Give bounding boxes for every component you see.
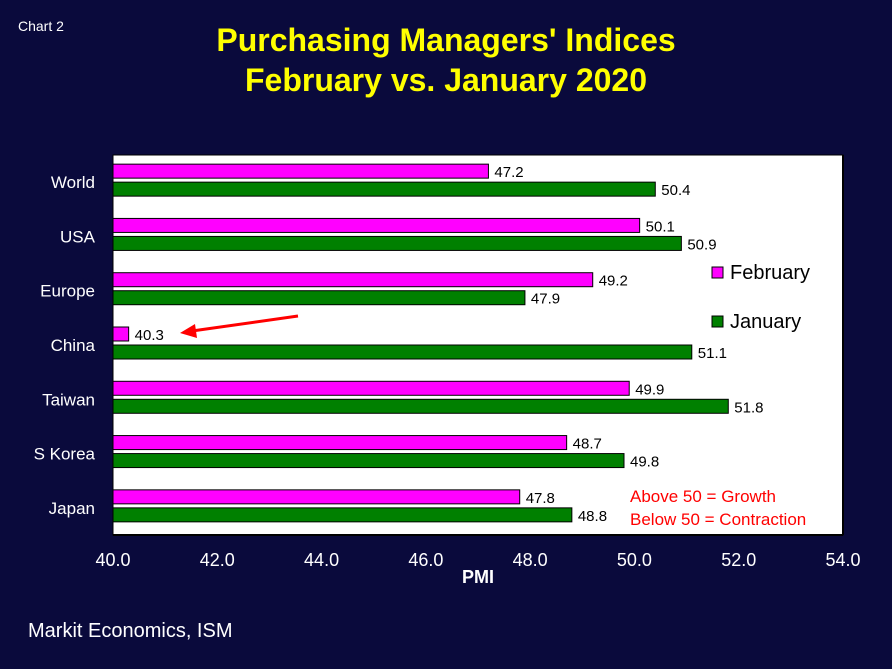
bar-february-usa (112, 217, 641, 233)
chart-number-label: Chart 2 (18, 18, 64, 34)
bar-february-taiwan (112, 380, 630, 396)
bar-january-europe (112, 290, 526, 306)
data-labels-group: 47.2 50.4 50.1 50.9 49.2 47.9 40.3 51.1 49.9 51.8… (135, 164, 764, 525)
category-label-europe: Europe (40, 282, 95, 301)
x-tick-label: 50.0 (617, 550, 652, 570)
annotation-growth: Above 50 = Growth (630, 487, 776, 506)
x-tick-labels-group: 40.0 42.0 44.0 46.0 48.0 50.0 52.0 54.0 (95, 550, 860, 570)
annotation-contraction: Below 50 = Contraction (630, 510, 806, 529)
legend-label-january: January (730, 311, 801, 333)
title-line-1: Purchasing Managers' Indices (216, 22, 676, 58)
source-note: Markit Economics, ISM (28, 620, 233, 642)
arrow-shaft (191, 314, 299, 333)
x-tick-label: 46.0 (408, 550, 443, 570)
x-tick-label: 44.0 (304, 550, 339, 570)
data-label-january-japan: 48.8 (578, 508, 607, 525)
category-labels-group: World USA Europe China Taiwan S Korea Japan (34, 173, 96, 518)
bars-group (112, 163, 729, 523)
china-arrow (180, 314, 299, 338)
category-label-taiwan: Taiwan (42, 390, 95, 409)
category-label-usa: USA (60, 227, 96, 246)
category-label-japan: Japan (49, 499, 95, 518)
legend-swatch-january (711, 315, 724, 328)
x-tick-label: 48.0 (513, 550, 548, 570)
bar-january-s-korea (112, 453, 625, 469)
x-tick-label: 42.0 (200, 550, 235, 570)
bar-january-china (112, 344, 693, 360)
legend: February January (711, 262, 810, 333)
legend-label-february: February (730, 262, 810, 284)
bar-january-taiwan (112, 398, 729, 414)
data-label-february-taiwan: 49.9 (635, 381, 664, 398)
title-line-2: February vs. January 2020 (244, 62, 647, 98)
category-label-s-korea: S Korea (34, 445, 96, 464)
legend-swatch-february (711, 266, 724, 279)
bar-february-world (112, 163, 489, 179)
x-axis-title: PMI (462, 567, 494, 587)
arrow-head (180, 324, 197, 338)
bar-february-china (112, 326, 130, 342)
data-label-january-s-korea: 49.8 (630, 454, 659, 471)
bar-january-usa (112, 235, 682, 251)
bar-january-world (112, 181, 656, 197)
bar-february-japan (112, 489, 521, 505)
bar-february-europe (112, 272, 594, 288)
data-label-february-japan: 47.8 (526, 490, 555, 507)
data-label-january-europe: 47.9 (531, 291, 560, 308)
data-label-february-europe: 49.2 (599, 273, 628, 290)
bar-february-s-korea (112, 435, 568, 451)
category-label-world: World (51, 173, 95, 192)
data-label-february-usa: 50.1 (646, 218, 675, 235)
x-tick-label: 40.0 (95, 550, 130, 570)
data-label-february-world: 47.2 (494, 164, 523, 181)
x-tick-label: 54.0 (825, 550, 860, 570)
data-label-january-usa: 50.9 (687, 236, 716, 253)
data-label-february-china: 40.3 (135, 327, 164, 344)
data-label-january-china: 51.1 (698, 345, 727, 362)
x-tick-label: 52.0 (721, 550, 756, 570)
category-label-china: China (51, 336, 96, 355)
data-label-february-s-korea: 48.7 (573, 436, 602, 453)
bar-january-japan (112, 507, 573, 523)
data-label-january-taiwan: 51.8 (734, 399, 763, 416)
data-label-january-world: 50.4 (661, 182, 690, 199)
chart-title: Purchasing Managers' Indices February vs… (0, 20, 892, 100)
